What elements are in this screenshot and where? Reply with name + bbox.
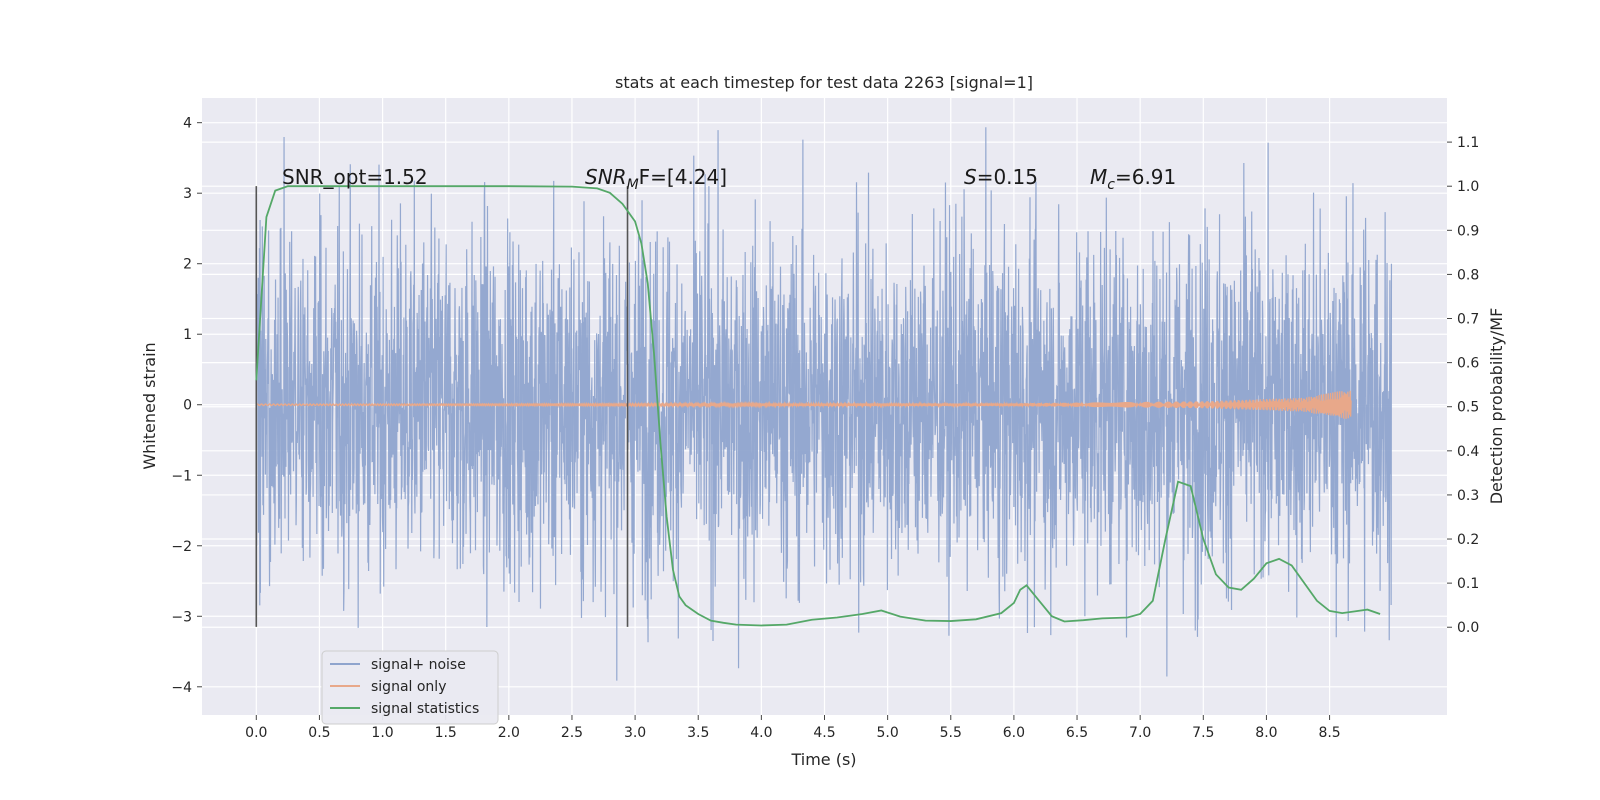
y-axis-right-ticks: 1.1 1.0 0.9 0.8 0.7 0.6 0.5 0.4 0.3 0.2 0.1 0.0 bbox=[1447, 135, 1479, 636]
legend-label-signal-statistics: signal statistics bbox=[371, 701, 479, 717]
chart-title: stats at each timestep for test data 226… bbox=[615, 73, 1033, 92]
annotation-mc-main: M bbox=[1090, 165, 1107, 189]
y-right-tick-label-0: 1.1 bbox=[1457, 135, 1479, 151]
x-tick-label-4: 2.0 bbox=[498, 725, 520, 741]
y-right-tick-label-1: 1.0 bbox=[1457, 179, 1479, 195]
y-right-tick-label-4: 0.7 bbox=[1457, 312, 1479, 328]
y-left-tick-label-5: −1 bbox=[171, 468, 192, 484]
y-right-tick-label-6: 0.5 bbox=[1457, 400, 1479, 416]
legend-label-signal-noise: signal+ noise bbox=[371, 657, 466, 673]
y-left-tick-label-2: 2 bbox=[183, 257, 192, 273]
x-tick-label-1: 0.5 bbox=[308, 725, 330, 741]
y-right-tick-label-7: 0.4 bbox=[1457, 444, 1479, 460]
annotation-s: S=0.15 bbox=[964, 165, 1038, 189]
y-right-tick-label-11: 0.0 bbox=[1457, 620, 1479, 636]
x-tick-label-10: 5.0 bbox=[877, 725, 899, 741]
x-tick-label-9: 4.5 bbox=[813, 725, 835, 741]
x-tick-label-14: 7.0 bbox=[1129, 725, 1151, 741]
y-left-tick-label-1: 3 bbox=[183, 186, 192, 202]
x-tick-label-12: 6.0 bbox=[1003, 725, 1025, 741]
signal-statistics-series bbox=[255, 185, 1381, 627]
x-tick-label-16: 8.0 bbox=[1255, 725, 1277, 741]
x-tick-label-15: 7.5 bbox=[1192, 725, 1214, 741]
annotation-mc-rest: =6.91 bbox=[1115, 165, 1176, 189]
y-right-tick-label-9: 0.2 bbox=[1457, 532, 1479, 548]
annotation-snr-opt: SNR_opt=1.52 bbox=[282, 165, 428, 189]
x-tick-label-6: 3.0 bbox=[624, 725, 646, 741]
y-left-tick-label-0: 4 bbox=[183, 116, 192, 132]
y-left-tick-label-6: −2 bbox=[171, 539, 192, 555]
x-tick-label-7: 3.5 bbox=[687, 725, 709, 741]
series-signal-statistics-line bbox=[255, 185, 1381, 627]
x-tick-label-13: 6.5 bbox=[1066, 725, 1088, 741]
x-tick-label-2: 1.0 bbox=[371, 725, 393, 741]
legend-box bbox=[321, 650, 499, 725]
x-tick-label-5: 2.5 bbox=[561, 725, 583, 741]
x-axis-label: Time (s) bbox=[790, 750, 856, 769]
x-tick-label-0: 0.0 bbox=[245, 725, 267, 741]
annotation-mc-sub: c bbox=[1107, 177, 1115, 193]
y-right-tick-label-5: 0.6 bbox=[1457, 356, 1479, 372]
annotation-mc: Mc=6.91 bbox=[1090, 165, 1176, 193]
annotation-snr-mf: SNRMF=[4.24] bbox=[585, 165, 727, 193]
x-axis-ticks: 0.0 0.5 1.0 1.5 2.0 2.5 3.0 3.5 4.0 4.5 5.0 5.5 6.0 6… bbox=[245, 715, 1341, 741]
annotation-snr-mf-main: SNR bbox=[585, 165, 627, 189]
y-axis-left-label: Whitened strain bbox=[140, 342, 159, 469]
annotation-snr-mf-sub: M bbox=[627, 177, 639, 193]
x-tick-label-3: 1.5 bbox=[435, 725, 457, 741]
signal-only-series bbox=[255, 390, 1352, 419]
marker-lines bbox=[255, 186, 629, 627]
series-signal-only-line bbox=[255, 390, 1352, 419]
y-axis-left-ticks: 4 3 2 1 0 −1 −2 −3 −4 bbox=[171, 116, 202, 696]
series-signal-noise-line bbox=[255, 127, 1393, 681]
annotation-s-rest: =0.15 bbox=[977, 165, 1038, 189]
y-left-tick-label-4: 0 bbox=[183, 398, 192, 414]
annotation-snr-mf-rest: F=[4.24] bbox=[639, 165, 727, 189]
y-left-tick-label-7: −3 bbox=[171, 609, 192, 625]
y-right-tick-label-8: 0.3 bbox=[1457, 488, 1479, 504]
x-tick-label-8: 4.0 bbox=[750, 725, 772, 741]
signal-noise-series bbox=[255, 127, 1393, 681]
y-right-tick-label-2: 0.9 bbox=[1457, 223, 1479, 239]
annotation-s-main: S bbox=[964, 165, 977, 189]
y-right-tick-label-3: 0.8 bbox=[1457, 267, 1479, 283]
y-left-tick-label-8: −4 bbox=[171, 680, 192, 696]
x-tick-label-11: 5.5 bbox=[940, 725, 962, 741]
legend-label-signal-only: signal only bbox=[371, 679, 446, 695]
y-left-tick-label-3: 1 bbox=[183, 327, 192, 343]
x-tick-label-17: 8.5 bbox=[1318, 725, 1340, 741]
y-axis-right-label: Detection probability/MF bbox=[1487, 308, 1506, 505]
legend: signal+ noise signal only signal statist… bbox=[321, 650, 499, 725]
y-right-tick-label-10: 0.1 bbox=[1457, 576, 1479, 592]
